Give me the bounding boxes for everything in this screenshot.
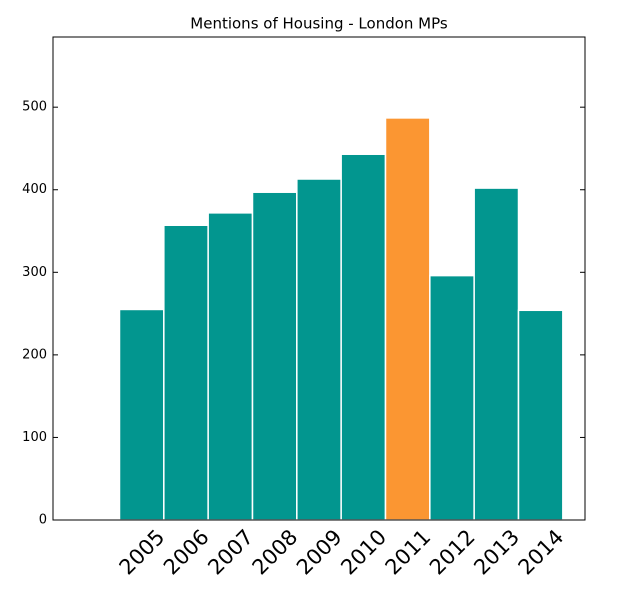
bar <box>207 212 254 521</box>
x-tick-label: 2006 <box>159 525 214 580</box>
bar <box>118 308 165 521</box>
x-tick-label: 2007 <box>203 525 258 580</box>
x-tick-label: 2010 <box>336 525 391 580</box>
y-tick-label: 0 <box>39 513 47 528</box>
bar <box>296 178 342 521</box>
x-tick-label: 2013 <box>469 525 524 580</box>
chart-title: Mentions of Housing - London MPs <box>190 15 448 33</box>
x-tick-label: 2005 <box>115 525 170 580</box>
x-tick-label: 2008 <box>248 525 303 580</box>
bar <box>429 274 475 521</box>
bar <box>473 187 520 521</box>
x-tick-label: 2012 <box>425 525 480 580</box>
bar <box>340 153 387 521</box>
bar <box>517 309 564 521</box>
bar <box>251 191 298 521</box>
y-tick-label: 200 <box>22 347 47 362</box>
plot-frame <box>52 36 586 521</box>
y-tick-label: 400 <box>22 182 47 197</box>
bar <box>384 117 431 521</box>
bar <box>163 224 209 521</box>
x-tick-label: 2014 <box>514 525 569 580</box>
y-tick-label: 100 <box>22 430 47 445</box>
x-tick-label: 2009 <box>292 525 347 580</box>
x-tick-label: 2011 <box>381 525 436 580</box>
y-tick-label: 300 <box>22 265 47 280</box>
y-tick-label: 500 <box>22 100 47 115</box>
